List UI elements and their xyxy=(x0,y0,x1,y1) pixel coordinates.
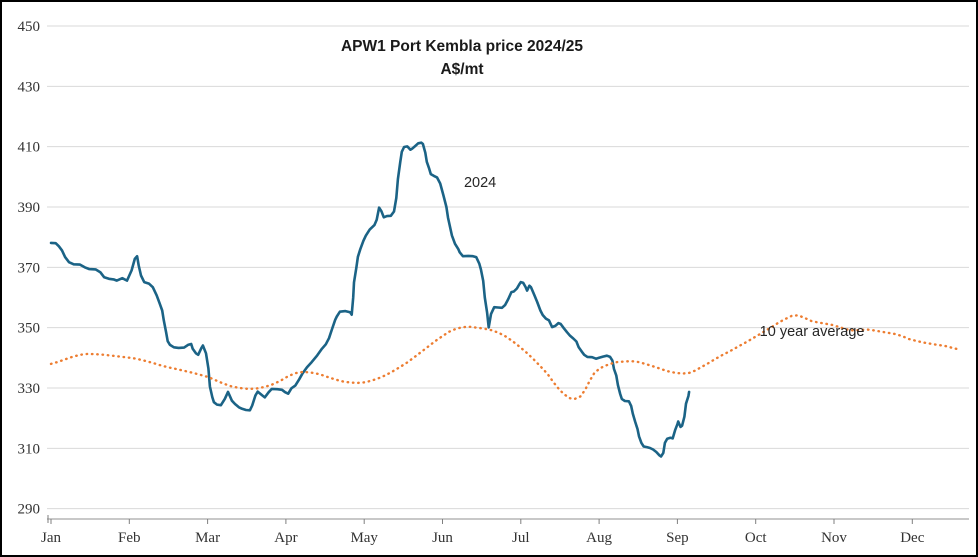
y-axis-label-330: 330 xyxy=(18,381,41,397)
series-line-10-year-average xyxy=(49,314,960,401)
y-axis-label-350: 350 xyxy=(18,321,41,337)
x-axis-label-Jan: Jan xyxy=(41,530,61,546)
x-axis-label-Sep: Sep xyxy=(666,530,689,546)
x-axis-label-Jul: Jul xyxy=(512,530,530,546)
x-axis-label-Jun: Jun xyxy=(432,530,453,546)
y-axis-label-430: 430 xyxy=(18,79,41,95)
y-axis-label-450: 450 xyxy=(18,19,41,35)
series-line-2024 xyxy=(49,141,691,458)
y-axis-label-390: 390 xyxy=(18,200,41,216)
y-axis-label-410: 410 xyxy=(18,140,41,156)
x-axis-label-Apr: Apr xyxy=(274,530,297,546)
x-axis-label-Oct: Oct xyxy=(745,530,767,546)
x-axis-label-Aug: Aug xyxy=(586,530,612,546)
y-axis-label-310: 310 xyxy=(18,441,41,457)
y-axis-label-370: 370 xyxy=(18,260,41,276)
x-axis-label-Nov: Nov xyxy=(821,530,847,546)
x-axis-label-Mar: Mar xyxy=(195,530,220,546)
x-axis-label-Dec: Dec xyxy=(900,530,924,546)
x-axis-label-May: May xyxy=(350,530,378,546)
y-axis-label-290: 290 xyxy=(18,502,41,518)
x-axis-label-Feb: Feb xyxy=(118,530,141,546)
